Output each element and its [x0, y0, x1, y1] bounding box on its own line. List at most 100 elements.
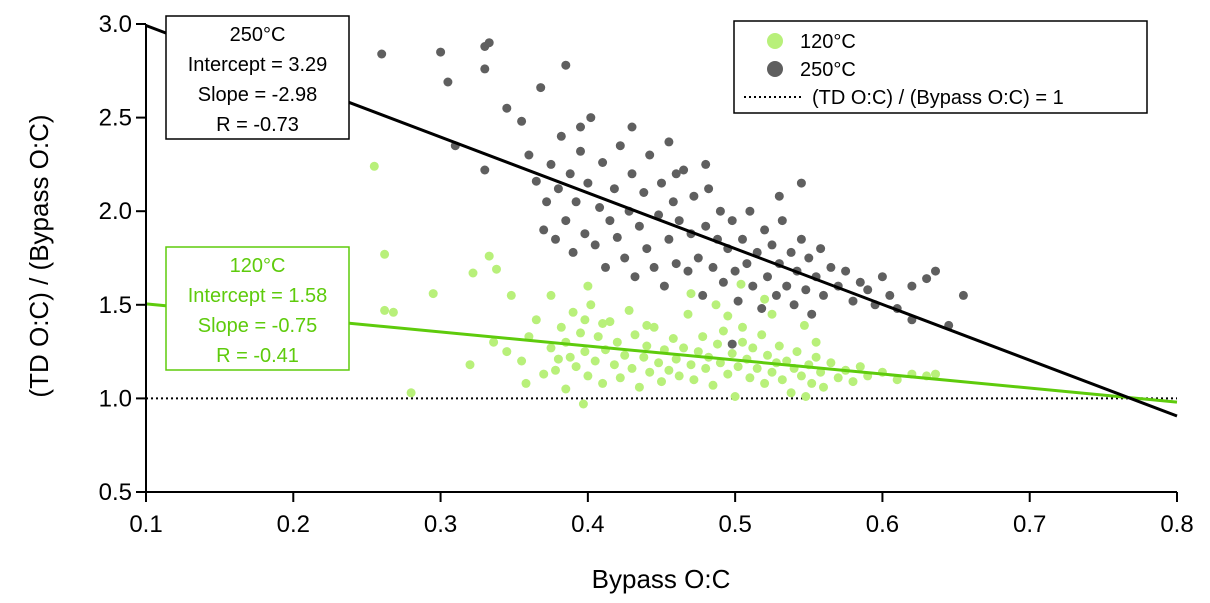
- data-point: [796, 371, 806, 381]
- data-point: [443, 77, 453, 87]
- data-point: [615, 141, 625, 151]
- x-tick-label: 0.1: [129, 511, 162, 538]
- data-point: [590, 356, 600, 366]
- x-axis-label: Bypass O:C: [592, 564, 731, 594]
- annotation-text: Slope = -0.75: [198, 315, 318, 337]
- data-point: [627, 122, 637, 132]
- data-point: [679, 165, 689, 175]
- data-point: [738, 337, 747, 347]
- data-point: [506, 290, 516, 300]
- data-point: [612, 232, 622, 242]
- data-point: [502, 347, 512, 357]
- data-point: [683, 309, 693, 319]
- data-point: [701, 363, 711, 373]
- data-point: [767, 367, 777, 377]
- data-point: [674, 371, 684, 381]
- data-point: [654, 358, 664, 368]
- data-point: [679, 343, 689, 353]
- data-point: [657, 377, 666, 387]
- legend-label: (TD O:C) / (Bypass O:C) = 1: [812, 87, 1064, 109]
- data-point: [671, 259, 681, 269]
- data-point: [598, 378, 608, 388]
- data-point: [826, 262, 836, 272]
- data-point: [539, 225, 549, 235]
- data-point: [377, 49, 387, 59]
- data-point: [484, 251, 494, 261]
- data-point: [583, 281, 593, 291]
- data-point: [627, 169, 637, 179]
- data-point: [583, 178, 593, 188]
- x-tick-label: 0.7: [1013, 511, 1046, 538]
- data-point: [590, 240, 600, 250]
- data-point: [531, 315, 541, 325]
- data-point: [855, 277, 865, 287]
- data-point: [816, 367, 826, 377]
- y-tick-label: 2.0: [99, 198, 132, 225]
- data-point: [546, 343, 556, 353]
- data-point: [796, 178, 806, 188]
- y-tick-label: 1.5: [99, 292, 132, 319]
- data-point: [763, 350, 772, 360]
- data-point: [723, 311, 733, 321]
- data-point: [807, 378, 817, 388]
- data-point: [561, 60, 571, 70]
- data-point: [586, 113, 596, 123]
- data-point: [436, 47, 446, 57]
- data-point: [642, 320, 652, 330]
- legend-marker: [767, 61, 783, 77]
- data-point: [531, 176, 541, 186]
- data-point: [642, 244, 652, 254]
- data-point: [693, 253, 703, 263]
- data-point: [576, 328, 585, 338]
- data-point: [799, 320, 809, 330]
- data-point: [668, 197, 678, 207]
- data-point: [642, 341, 652, 351]
- data-point: [777, 375, 787, 385]
- data-point: [369, 161, 379, 171]
- data-point: [819, 382, 828, 392]
- data-point: [598, 319, 608, 328]
- data-point: [630, 272, 640, 282]
- data-point: [609, 360, 619, 370]
- fit-annotations: 250°C Intercept = 3.29 Slope = -2.98 R = -0…: [165, 15, 350, 371]
- data-point: [708, 380, 718, 390]
- data-point: [736, 279, 746, 289]
- data-point: [760, 378, 770, 388]
- data-point: [553, 354, 563, 364]
- data-point: [468, 268, 478, 278]
- x-tick-label: 0.2: [277, 511, 310, 538]
- data-point: [767, 240, 777, 250]
- x-tick-label: 0.8: [1160, 511, 1193, 538]
- data-point: [551, 365, 560, 375]
- legend-box: [733, 20, 1148, 114]
- ticks: 0.1 0.2 0.3 0.4 0.5 0.6 0.7 0.8 0.5 1.0 1.5 2.0 2.5 3…: [99, 11, 1194, 538]
- x-tick-label: 0.6: [866, 511, 899, 538]
- data-point: [601, 262, 610, 272]
- data-point: [833, 373, 843, 383]
- data-point: [689, 191, 699, 201]
- data-point: [639, 352, 649, 362]
- data-point: [760, 225, 770, 235]
- data-points: [369, 38, 968, 409]
- x-tick-label: 0.3: [424, 511, 457, 538]
- data-point: [738, 322, 747, 332]
- data-point: [727, 339, 737, 349]
- data-point: [752, 363, 762, 373]
- data-point: [580, 315, 590, 325]
- x-tick-label: 0.5: [718, 511, 751, 538]
- data-point: [586, 300, 596, 310]
- data-point: [571, 362, 581, 372]
- data-point: [826, 358, 836, 368]
- data-point: [801, 285, 811, 295]
- data-point: [539, 369, 549, 379]
- data-point: [757, 304, 767, 313]
- data-point: [689, 375, 699, 385]
- data-point: [907, 281, 917, 291]
- data-point: [524, 150, 534, 160]
- data-point: [730, 392, 740, 401]
- data-point: [659, 281, 669, 291]
- data-point: [686, 289, 696, 299]
- data-point: [580, 229, 590, 239]
- data-point: [553, 184, 563, 194]
- data-point: [727, 349, 737, 358]
